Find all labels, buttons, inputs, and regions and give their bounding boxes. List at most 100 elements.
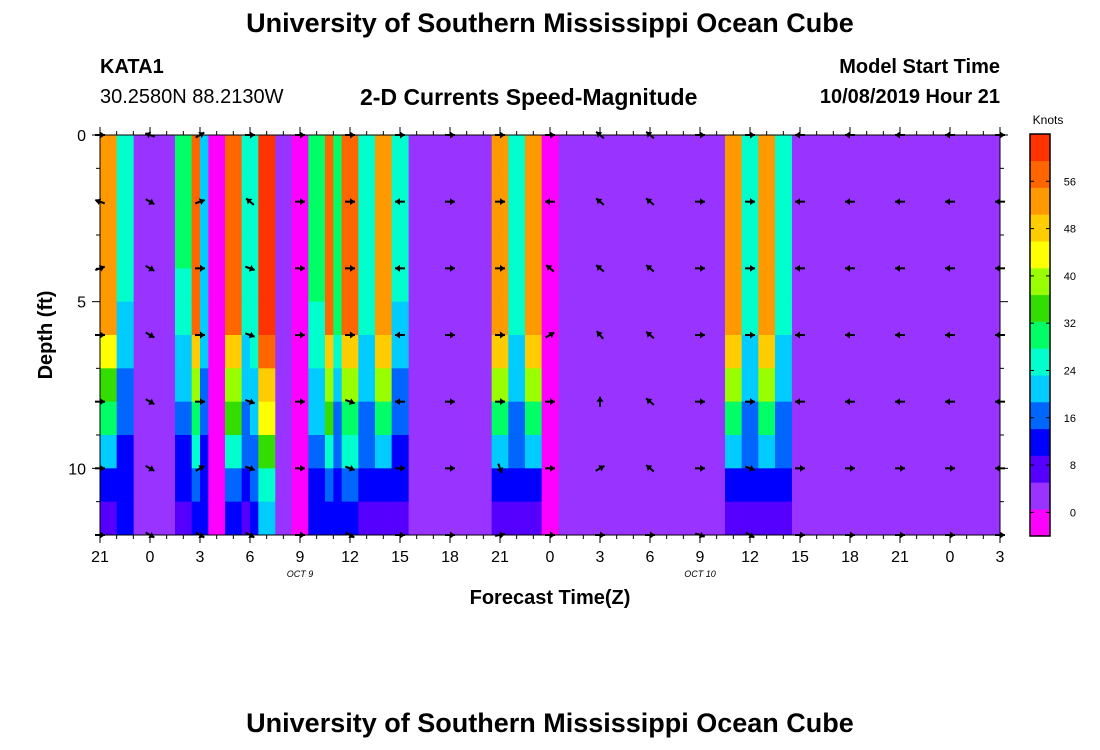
colorbar-tick-label: 0 (1070, 507, 1076, 519)
vector-head (646, 465, 653, 472)
current-vector (195, 464, 205, 472)
heatmap-cell (175, 435, 192, 469)
vector-head (646, 331, 653, 338)
model-start-value: 10/08/2019 Hour 21 (819, 86, 1000, 108)
heatmap-cell (541, 301, 559, 336)
heatmap-cell (525, 501, 542, 536)
current-vector (344, 398, 356, 405)
heatmap-cell (741, 301, 759, 336)
heatmap-cell (341, 468, 359, 502)
vector-head (300, 464, 305, 472)
heatmap-cell (291, 201, 309, 236)
heatmap-cell (491, 435, 509, 469)
heatmap-cell (208, 335, 226, 369)
vector-head (646, 398, 653, 405)
current-vector (645, 397, 655, 406)
vector-head (246, 198, 253, 205)
vector-head (248, 465, 255, 472)
vector-head (450, 464, 455, 472)
heatmap-cell (758, 435, 776, 469)
current-vector (745, 398, 755, 406)
heatmap-cell (258, 368, 276, 402)
current-vector (695, 464, 705, 472)
heatmap-cell (208, 201, 226, 236)
heatmap-cell (391, 501, 409, 536)
colorbar-tick-label: 24 (1064, 365, 1076, 377)
heatmap-cell (341, 435, 359, 469)
station-id: KATA1 (100, 56, 164, 78)
heatmap-cell (225, 468, 242, 502)
heatmap-cell (291, 468, 309, 502)
vector-head (300, 331, 305, 339)
y-axis-label: Depth (ft) (35, 291, 57, 380)
heatmap-cell (100, 435, 117, 469)
current-vector (244, 331, 256, 339)
heatmap-cell (775, 268, 792, 302)
vector-head (596, 396, 604, 402)
heatmap-cell (116, 501, 134, 536)
vector-head (700, 331, 705, 339)
vector-head (450, 331, 455, 339)
current-vector (145, 398, 155, 406)
heatmap-cell (491, 501, 509, 536)
heatmap-cell (225, 435, 242, 469)
heatmap-cell (375, 168, 392, 202)
vector-head (845, 398, 850, 406)
vector-head (950, 464, 955, 472)
vector-head (148, 265, 155, 272)
vector-head (200, 264, 205, 272)
colorbar-segment (1030, 482, 1050, 510)
current-vector (345, 198, 355, 206)
vector-head (500, 331, 505, 339)
vector-head (945, 198, 950, 206)
vector-head (350, 264, 355, 272)
heatmap-cell (508, 201, 526, 236)
heatmap-cell (308, 301, 326, 336)
vector-head (450, 398, 455, 406)
heatmap-cell (208, 268, 226, 302)
heatmap-cell (308, 135, 326, 169)
heatmap-cell (208, 435, 226, 469)
x-tick-label: 3 (596, 549, 605, 566)
heatmap-cell (491, 368, 509, 402)
vector-head (248, 265, 255, 272)
heatmap-cell (491, 468, 509, 502)
x-tick-label: 0 (946, 549, 955, 566)
colorbar: Knots 0 8 16 24 32 40 48 56 (1029, 113, 1076, 537)
heatmap-cell (491, 135, 509, 169)
current-vector (244, 465, 256, 472)
current-vector (945, 398, 955, 406)
heatmap-cell (725, 468, 742, 502)
heatmap-cell (758, 268, 776, 302)
heatmap-cell (175, 368, 192, 402)
heatmap-cell (758, 335, 776, 369)
heatmap-cell (100, 235, 117, 269)
x-tick-label: 6 (646, 549, 655, 566)
heatmap-cell (758, 235, 776, 269)
vector-head (596, 265, 603, 272)
vector-head (550, 464, 555, 472)
vector-head (545, 198, 550, 206)
current-vector (195, 331, 205, 339)
heatmap-cell (725, 368, 742, 402)
vector-head (100, 464, 105, 472)
x-tick-label: 12 (341, 549, 359, 566)
heatmap-cell (291, 368, 309, 402)
heatmap-cell (391, 468, 409, 502)
current-vector (545, 398, 555, 406)
vector-head (895, 264, 900, 272)
vector-head (750, 264, 755, 272)
heatmap-cell (541, 268, 559, 302)
heatmap-cell (391, 335, 409, 369)
heatmap-cell (725, 268, 742, 302)
colorbar-segment (1030, 348, 1050, 376)
colorbar-tick-label: 48 (1064, 224, 1076, 236)
heatmap-cell (775, 501, 792, 536)
x-tick-label: 3 (996, 549, 1005, 566)
heatmap-cell (775, 301, 792, 336)
x-axis-label: Forecast Time(Z) (470, 587, 631, 609)
colorbar-segment (1030, 375, 1050, 403)
vector-head (845, 198, 850, 206)
current-vector (244, 398, 256, 405)
heatmap-cell (541, 468, 559, 502)
